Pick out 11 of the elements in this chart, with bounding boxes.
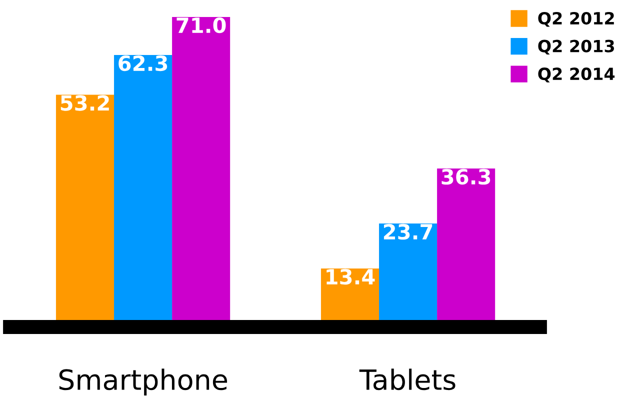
data-label: 36.3 (442, 168, 490, 185)
x-tick-label: Tablets (359, 368, 456, 390)
data-label: 53.2 (60, 95, 109, 111)
x-tick-label: Smartphone (59, 368, 228, 396)
legend-label: Q2 2014 (538, 68, 615, 82)
legend-label: Q2 2013 (538, 40, 614, 55)
data-label: 13.4 (326, 268, 375, 285)
data-label: 71.0 (176, 17, 226, 34)
legend-label: Q2 2012 (538, 12, 614, 27)
data-label: 23.7 (384, 224, 432, 240)
data-label: 62.3 (118, 55, 168, 72)
